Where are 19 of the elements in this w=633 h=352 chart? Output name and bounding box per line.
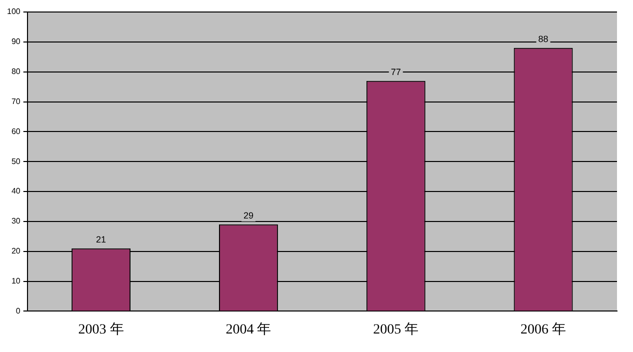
x-tick-label: 2003 年 <box>78 321 124 338</box>
y-tick-label: 30 <box>11 216 21 226</box>
y-tick-label: 60 <box>11 126 21 136</box>
data-label: 88 <box>538 34 548 44</box>
y-tick-label: 10 <box>11 276 21 286</box>
y-tick-label: 20 <box>11 246 21 256</box>
x-tick-label: 2005 年 <box>373 321 419 338</box>
y-tick-label: 40 <box>11 186 21 196</box>
data-label: 29 <box>243 210 254 220</box>
y-tick-label: 0 <box>16 306 21 316</box>
y-tick-label: 50 <box>11 156 21 166</box>
y-tick-label: 80 <box>11 67 21 76</box>
y-tick-label: 70 <box>11 96 21 106</box>
y-tick-label: 100 <box>6 7 21 16</box>
x-tick-label: 2006 年 <box>520 321 566 338</box>
y-tick-label: 90 <box>11 37 21 46</box>
x-tick-label: 2004 年 <box>226 321 272 338</box>
data-label: 77 <box>390 66 401 77</box>
data-label: 21 <box>96 234 106 244</box>
